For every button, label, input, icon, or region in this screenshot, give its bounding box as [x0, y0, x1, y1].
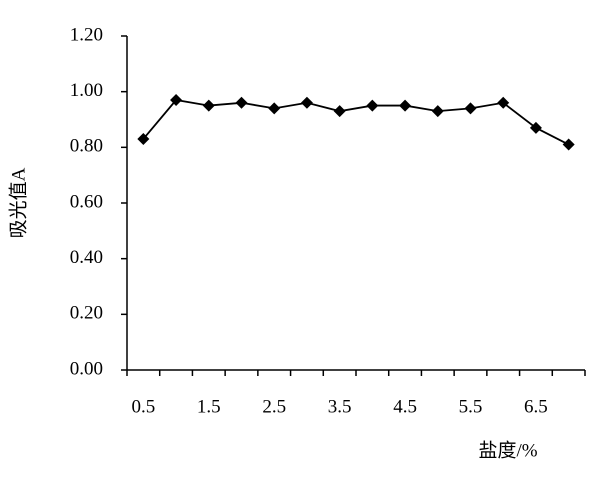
marker [333, 105, 346, 118]
y-axis-label: 吸光值A [7, 167, 29, 238]
x-tick-label: 2.5 [262, 396, 286, 417]
x-tick-label: 5.5 [459, 396, 483, 417]
x-tick-label: 4.5 [393, 396, 417, 417]
marker [464, 102, 477, 115]
y-tick-label: 0.40 [70, 247, 103, 268]
y-tick-label: 0.00 [70, 358, 103, 379]
y-tick-label: 1.20 [70, 24, 103, 45]
marker [497, 96, 510, 109]
y-tick-label: 0.20 [70, 303, 103, 324]
x-tick-label: 0.5 [131, 396, 155, 417]
marker [431, 105, 444, 118]
marker [300, 96, 313, 109]
marker [170, 94, 183, 107]
y-tick-label: 0.60 [70, 191, 103, 212]
marker [366, 99, 379, 112]
marker [399, 99, 412, 112]
marker [562, 138, 575, 151]
x-tick-label: 3.5 [328, 396, 352, 417]
y-tick-label: 1.00 [70, 80, 103, 101]
marker [529, 121, 542, 134]
x-tick-label: 1.5 [197, 396, 221, 417]
marker [137, 132, 150, 145]
x-axis-label: 盐度/% [478, 439, 537, 461]
marker [202, 99, 215, 112]
marker [235, 96, 248, 109]
y-tick-label: 0.80 [70, 136, 103, 157]
x-tick-label: 6.5 [524, 396, 548, 417]
marker [268, 102, 281, 115]
